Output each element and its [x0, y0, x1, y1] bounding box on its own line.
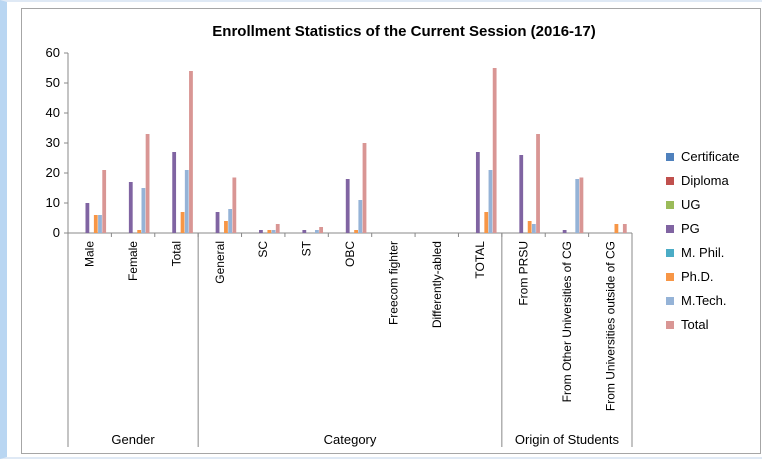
- y-tick-label: 30: [46, 135, 60, 150]
- category-label: General: [213, 241, 227, 284]
- category-label: From Other Universities of CG: [560, 241, 574, 402]
- bar-total: [579, 177, 584, 233]
- bar-ph-d: [180, 212, 185, 233]
- bar-total: [145, 134, 150, 233]
- bar-m-tech: [98, 215, 102, 233]
- bar-pg: [259, 230, 263, 233]
- bar-pg: [85, 203, 90, 233]
- legend-label: M.Tech.: [681, 293, 727, 308]
- category-label: SC: [256, 241, 270, 258]
- bar-m-tech: [531, 224, 536, 233]
- category-label: ST: [300, 240, 314, 256]
- bar-pg: [172, 152, 177, 233]
- bar-total: [362, 143, 367, 233]
- legend-label: M. Phil.: [681, 245, 724, 260]
- y-tick-label: 10: [46, 195, 60, 210]
- bar-pg: [215, 212, 220, 233]
- category-label: Total: [169, 241, 183, 266]
- bar-total: [536, 134, 540, 233]
- bar-pg: [345, 179, 350, 233]
- bar-m-tech: [228, 209, 233, 233]
- axes: 0 10 20 30 40 50 60: [46, 45, 633, 447]
- bar-pg: [128, 182, 133, 233]
- group-label: Origin of Students: [515, 432, 620, 447]
- legend-swatch: [666, 153, 674, 161]
- bar-m-tech: [271, 230, 276, 233]
- legend-label: Ph.D.: [681, 269, 714, 284]
- y-tick-label: 40: [46, 105, 60, 120]
- legend-swatch: [666, 273, 674, 281]
- category-label: From PRSU: [517, 241, 531, 306]
- group-label: Gender: [111, 432, 155, 447]
- bar-ph-d: [93, 215, 98, 233]
- bar-total: [319, 227, 324, 233]
- bar-total: [102, 170, 107, 233]
- legend-swatch: [666, 249, 674, 257]
- bar-m-tech: [315, 230, 319, 233]
- legend-label: Diploma: [681, 173, 729, 188]
- bars: [85, 68, 627, 233]
- legend-label: PG: [681, 221, 700, 236]
- category-label: TOTAL: [473, 241, 487, 279]
- legend-swatch: [666, 225, 674, 233]
- category-label: OBC: [343, 241, 357, 267]
- bar-m-tech: [358, 200, 363, 233]
- bar-ph-d: [224, 221, 228, 233]
- bar-ph-d: [354, 230, 358, 233]
- chart-area: Enrollment Statistics of the Current Ses…: [21, 8, 761, 454]
- bar-total: [189, 71, 193, 233]
- category-label: Freecom fighter: [386, 241, 400, 325]
- bar-pg: [302, 230, 307, 233]
- legend: Certificate Diploma UG PG M. Phil. Ph.D. M.Tec…: [666, 149, 740, 332]
- bar-total: [492, 68, 497, 233]
- y-tick-label: 50: [46, 75, 60, 90]
- bar-ph-d: [527, 221, 532, 233]
- bar-pg: [519, 155, 524, 233]
- legend-swatch: [666, 177, 674, 185]
- category-label: Male: [83, 241, 97, 267]
- legend-label: Certificate: [681, 149, 740, 164]
- legend-label: UG: [681, 197, 701, 212]
- bar-m-tech: [575, 179, 580, 233]
- bar-pg: [475, 152, 480, 233]
- y-tick-label: 60: [46, 45, 60, 60]
- bar-m-tech: [488, 170, 493, 233]
- bar-chart: Enrollment Statistics of the Current Ses…: [46, 23, 740, 447]
- y-tick-label: 20: [46, 165, 60, 180]
- bar-ph-d: [267, 230, 272, 233]
- category-label: Female: [126, 241, 140, 281]
- y-tick-label: 0: [53, 225, 60, 240]
- chart-title: Enrollment Statistics of the Current Ses…: [212, 23, 595, 40]
- bar-m-tech: [184, 170, 189, 233]
- category-label: Differently-abled: [430, 241, 444, 328]
- legend-swatch: [666, 321, 674, 329]
- legend-label: Total: [681, 317, 709, 332]
- group-label: Category: [324, 432, 377, 447]
- legend-swatch: [666, 201, 674, 209]
- category-labels: Gender Category Origin of Students Male Fema…: [83, 240, 620, 447]
- bar-total: [232, 177, 237, 233]
- bar-total: [275, 224, 280, 233]
- bar-ph-d: [484, 212, 489, 233]
- legend-swatch: [666, 297, 674, 305]
- bar-ph-d: [137, 230, 142, 233]
- category-label: From Universities outside of CG: [603, 241, 617, 411]
- bar-pg: [562, 230, 567, 233]
- bar-ph-d: [614, 224, 619, 233]
- bar-total: [622, 224, 627, 233]
- bar-m-tech: [141, 188, 146, 233]
